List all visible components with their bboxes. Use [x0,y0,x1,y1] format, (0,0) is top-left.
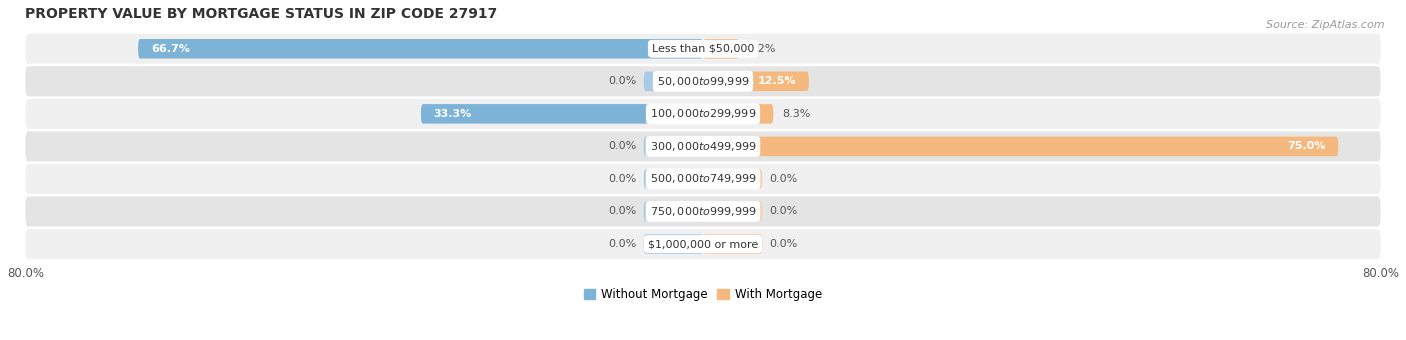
FancyBboxPatch shape [703,169,762,189]
FancyBboxPatch shape [644,137,703,156]
Text: 0.0%: 0.0% [769,239,797,249]
FancyBboxPatch shape [138,39,703,58]
Text: $100,000 to $299,999: $100,000 to $299,999 [650,107,756,120]
FancyBboxPatch shape [25,197,1381,226]
FancyBboxPatch shape [644,202,703,221]
FancyBboxPatch shape [25,132,1381,162]
Text: 0.0%: 0.0% [609,174,637,184]
FancyBboxPatch shape [25,34,1381,64]
Text: 8.3%: 8.3% [782,109,810,119]
Text: 0.0%: 0.0% [609,76,637,86]
Text: 33.3%: 33.3% [433,109,472,119]
FancyBboxPatch shape [644,71,703,91]
Text: Less than $50,000: Less than $50,000 [652,44,754,54]
Text: 4.2%: 4.2% [747,44,776,54]
FancyBboxPatch shape [25,229,1381,259]
Text: $300,000 to $499,999: $300,000 to $499,999 [650,140,756,153]
FancyBboxPatch shape [420,104,703,124]
FancyBboxPatch shape [703,234,762,254]
Text: $750,000 to $999,999: $750,000 to $999,999 [650,205,756,218]
Text: 12.5%: 12.5% [758,76,796,86]
FancyBboxPatch shape [703,202,762,221]
Text: PROPERTY VALUE BY MORTGAGE STATUS IN ZIP CODE 27917: PROPERTY VALUE BY MORTGAGE STATUS IN ZIP… [25,7,498,21]
Text: 0.0%: 0.0% [609,206,637,217]
Text: 75.0%: 75.0% [1286,141,1326,151]
Text: 0.0%: 0.0% [769,206,797,217]
FancyBboxPatch shape [703,137,1339,156]
Text: 0.0%: 0.0% [609,239,637,249]
Text: 66.7%: 66.7% [150,44,190,54]
FancyBboxPatch shape [25,66,1381,96]
FancyBboxPatch shape [644,234,703,254]
FancyBboxPatch shape [703,104,773,124]
Text: $1,000,000 or more: $1,000,000 or more [648,239,758,249]
FancyBboxPatch shape [25,99,1381,129]
FancyBboxPatch shape [703,71,808,91]
Text: 0.0%: 0.0% [769,174,797,184]
Text: $50,000 to $99,999: $50,000 to $99,999 [657,75,749,88]
Text: $500,000 to $749,999: $500,000 to $749,999 [650,172,756,185]
Text: 0.0%: 0.0% [609,141,637,151]
FancyBboxPatch shape [703,39,738,58]
Legend: Without Mortgage, With Mortgage: Without Mortgage, With Mortgage [579,283,827,305]
FancyBboxPatch shape [25,164,1381,194]
FancyBboxPatch shape [644,169,703,189]
Text: Source: ZipAtlas.com: Source: ZipAtlas.com [1267,20,1385,30]
